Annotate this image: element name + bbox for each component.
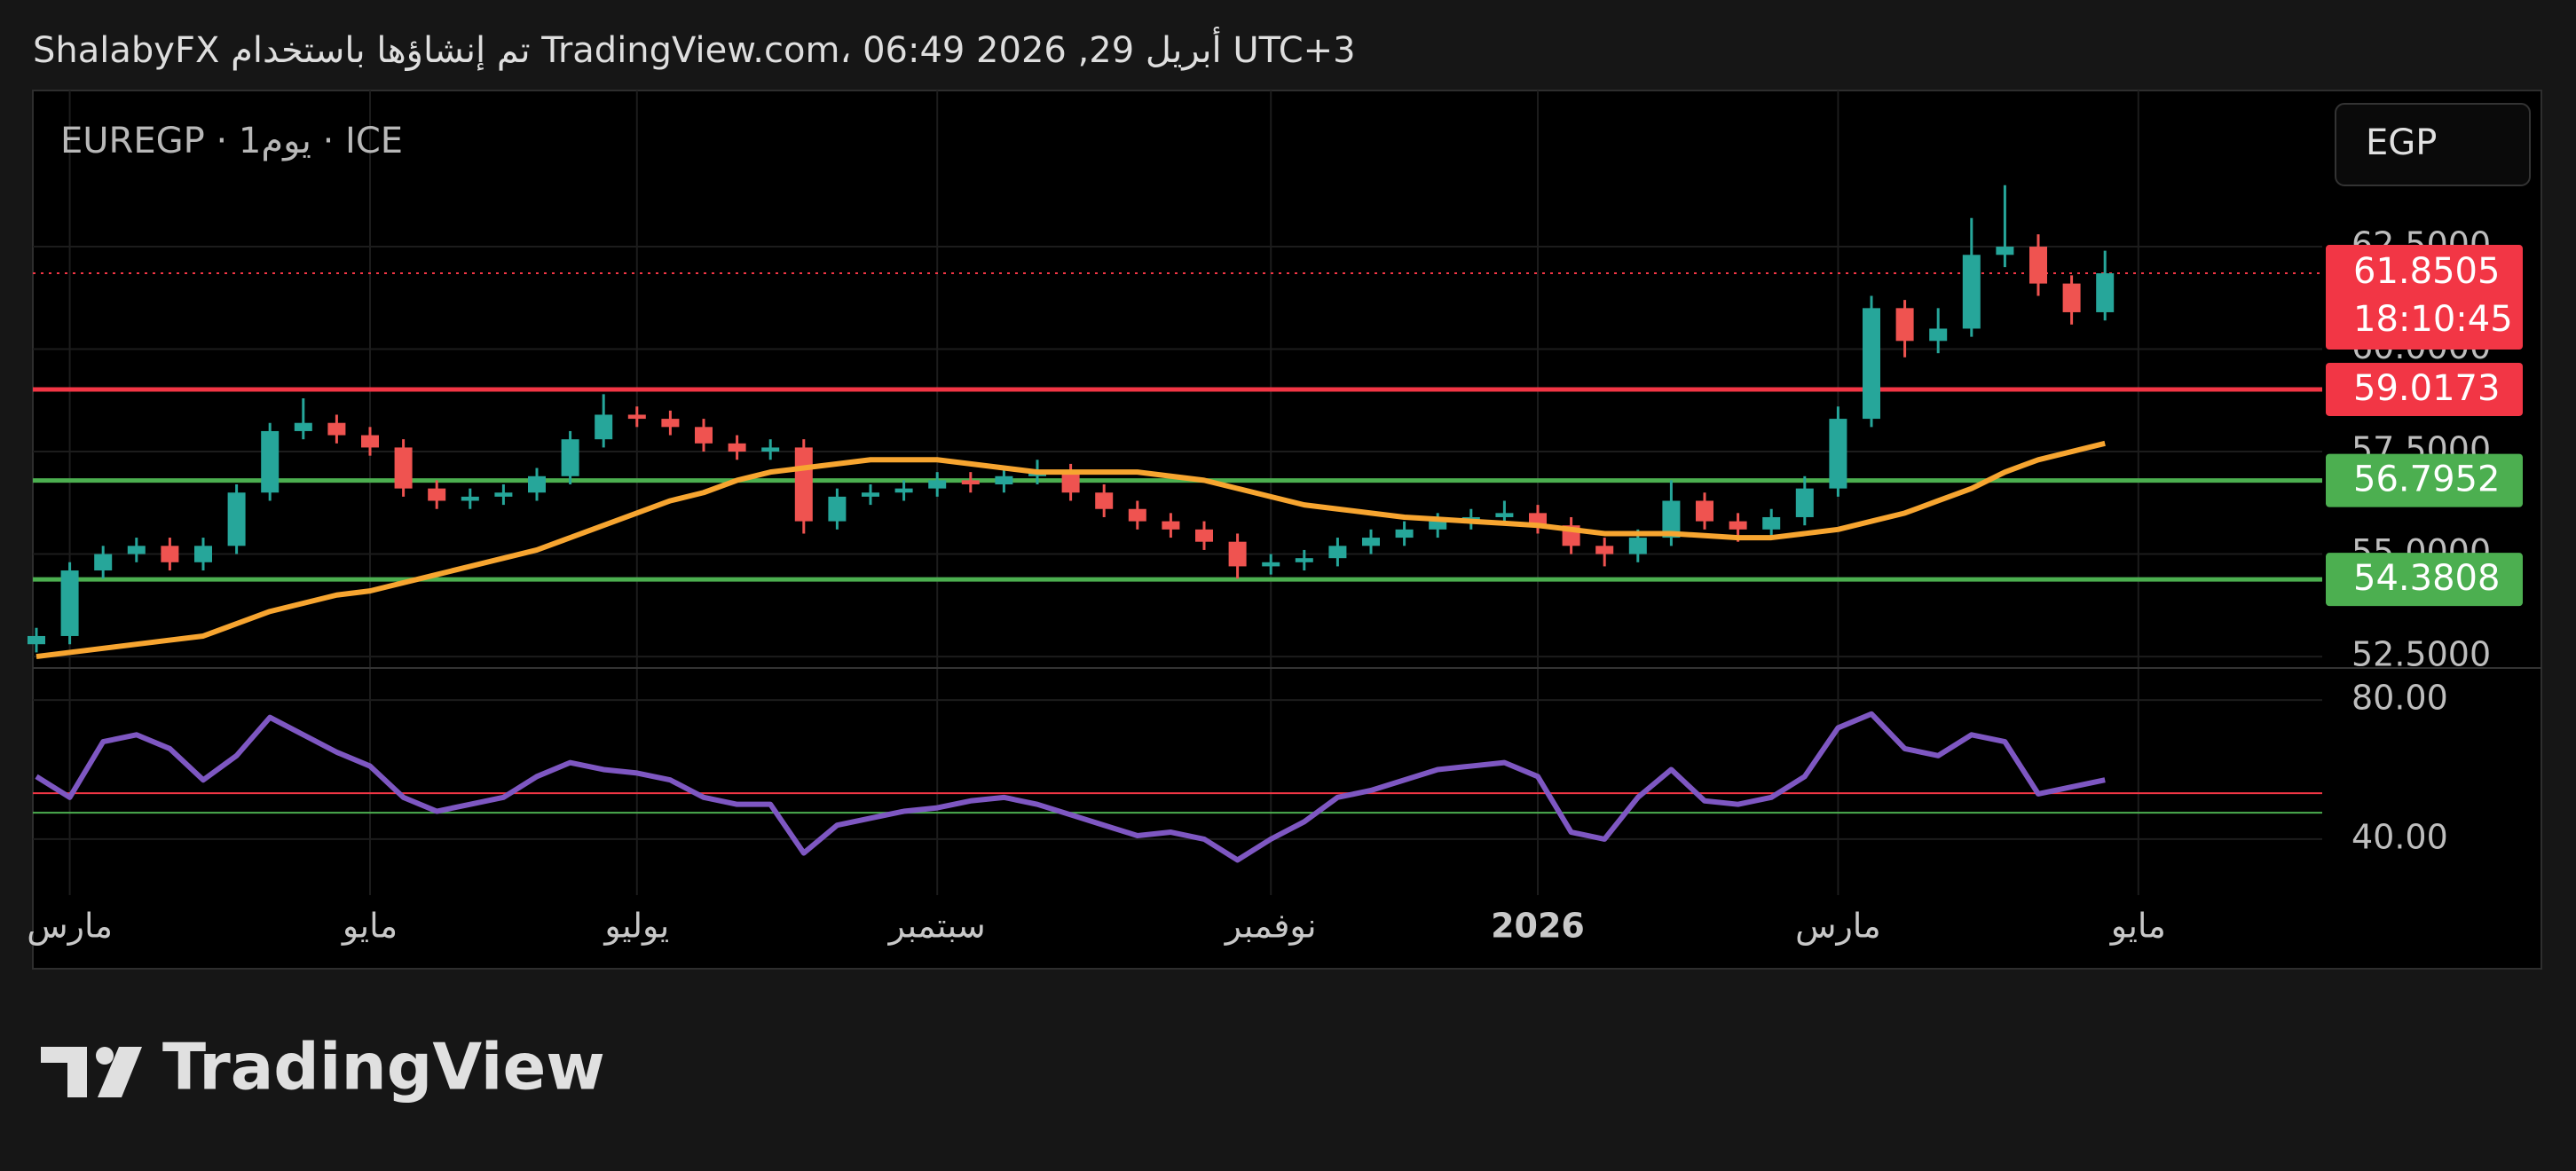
candle-body	[627, 414, 646, 420]
candle-body	[1128, 508, 1146, 522]
candle-body	[428, 488, 446, 501]
candle-body	[2096, 273, 2115, 312]
candle-body	[995, 475, 1013, 485]
candle-body	[127, 546, 146, 554]
logo-dot	[96, 1047, 114, 1065]
logo-stem	[67, 1047, 87, 1097]
currency-label[interactable]: EGP	[2366, 122, 2437, 163]
candle-body	[327, 422, 346, 436]
candle-body	[928, 480, 947, 489]
candle-body	[1696, 500, 1713, 522]
chart-frame	[32, 90, 2542, 970]
candle-body	[1162, 521, 1180, 530]
candle-body	[94, 554, 113, 571]
candle-body	[1929, 328, 1948, 342]
candle-body	[661, 419, 680, 428]
x-tick-label: مايو	[2109, 907, 2166, 947]
candle-body	[561, 439, 579, 476]
candle-body	[761, 447, 780, 452]
candle-body	[60, 570, 79, 636]
candle-body	[1228, 541, 1247, 567]
rsi-tick-label: 80.00	[2351, 679, 2448, 718]
candle-body	[1061, 472, 1080, 493]
candle-body	[862, 492, 879, 497]
level-badge	[2326, 362, 2523, 416]
candle-body	[1495, 513, 1514, 517]
candle-body	[1863, 308, 1880, 420]
candle-body	[528, 475, 546, 493]
candle-body	[294, 422, 312, 431]
symbol: EUREGP · 1يوم · ICE	[60, 121, 403, 161]
candle-body	[194, 546, 212, 562]
candle-body	[1996, 247, 2014, 255]
x-tick-label: نوفمبر	[1224, 907, 1317, 947]
candle-body	[1295, 558, 1313, 562]
candle-body	[1095, 492, 1114, 509]
level-badge	[2326, 553, 2523, 607]
candle-body	[261, 430, 280, 493]
logo-icon	[41, 1047, 142, 1097]
candle-body	[161, 546, 179, 562]
header: ShalabyFX تم إنشاؤها باستخدام TradingVie…	[33, 27, 1356, 71]
countdown-label: 18:10:45	[2353, 299, 2513, 340]
level-label: 56.7952	[2353, 460, 2500, 500]
candle-body	[28, 635, 45, 645]
rsi-tick-label: 40.00	[2351, 817, 2448, 856]
moving-average	[35, 440, 2106, 660]
candle-body	[1895, 308, 1914, 342]
candle-body	[1429, 521, 1447, 530]
level-label: 54.3808	[2353, 558, 2500, 599]
x-tick-label: 2026	[1491, 907, 1585, 946]
candle-body	[1729, 521, 1747, 530]
logo-text: TradingView	[162, 1030, 605, 1104]
candle-body	[1328, 546, 1347, 559]
chart-layer: مارس مايو يوليو سبتمبر نوفمبر 2026 مارس مايو 52.…	[27, 90, 2541, 947]
candle-body	[961, 480, 980, 485]
candle-body	[2062, 283, 2081, 312]
logo-slash	[98, 1047, 142, 1097]
currency-button[interactable]	[2335, 103, 2531, 186]
rsi-line	[35, 711, 2106, 863]
candle-body	[494, 492, 513, 497]
candle-body	[1762, 516, 1781, 530]
candle-body	[695, 427, 713, 444]
candle-body	[1662, 500, 1681, 538]
candle-body	[828, 496, 847, 522]
candle-body	[227, 492, 246, 546]
x-tick-label: سبتمبر	[887, 907, 986, 947]
candle-body	[595, 414, 613, 440]
candle-body	[1829, 419, 1847, 489]
x-tick-label: يوليو	[603, 907, 669, 947]
x-tick-label: مايو	[341, 907, 398, 947]
candle-body	[1395, 529, 1414, 538]
candle-body	[1262, 562, 1280, 567]
candle-body	[461, 496, 479, 501]
candle-body	[1595, 546, 1614, 554]
last-price-label: 61.8505	[2353, 251, 2500, 292]
level-label: 59.0173	[2353, 368, 2500, 409]
candle-body	[1529, 513, 1547, 526]
candle-body	[1195, 529, 1213, 542]
x-tick-label: مارس	[1795, 907, 1881, 946]
candle-body	[2029, 247, 2047, 284]
y-tick-label: 52.5000	[2351, 635, 2491, 674]
candle-body	[361, 435, 379, 448]
candle-body	[894, 488, 913, 493]
candle-body	[1962, 255, 1981, 329]
candle-body	[394, 447, 413, 489]
candle-body	[1362, 538, 1380, 546]
level-badge	[2326, 453, 2523, 507]
candle-body	[794, 447, 813, 522]
last-price-badge	[2326, 245, 2523, 350]
candle-body	[1628, 538, 1647, 554]
candle-body	[728, 443, 746, 452]
candle-body	[1795, 488, 1814, 517]
x-tick-label: مارس	[27, 907, 113, 946]
